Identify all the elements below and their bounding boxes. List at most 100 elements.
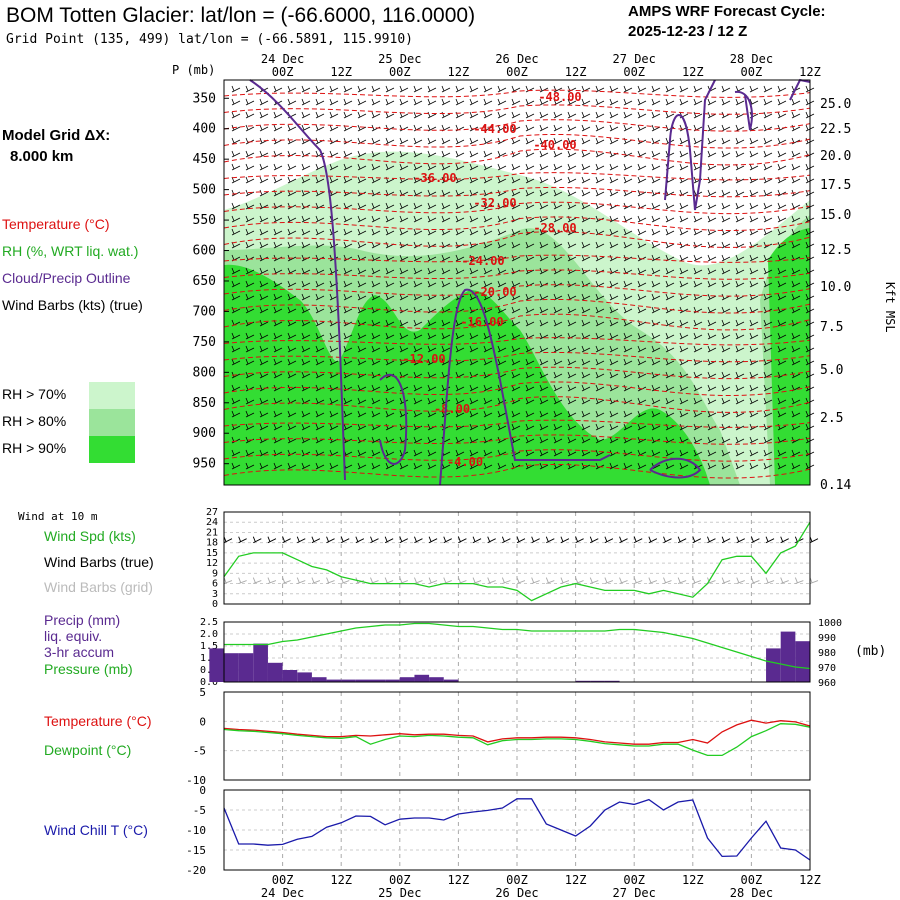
wind-barb-grid xyxy=(311,577,321,584)
wind-barb xyxy=(595,449,605,457)
wind-barb xyxy=(637,306,647,314)
wind-barb xyxy=(301,189,311,197)
wind-barb xyxy=(679,150,689,158)
wind-barb xyxy=(315,124,325,132)
wind-barb xyxy=(637,163,647,171)
wind-barb xyxy=(581,215,591,223)
wind-barb xyxy=(707,319,717,327)
wind-barb xyxy=(371,215,381,223)
wind-barb xyxy=(245,410,255,418)
bottom-time-tick: 12Z xyxy=(682,873,704,887)
wind-barb xyxy=(693,241,703,249)
wind-barb xyxy=(539,410,549,418)
wind-barb xyxy=(637,319,647,327)
wind-barb xyxy=(287,293,297,301)
wind-barb-grid xyxy=(501,577,511,584)
wind-ytick-label: 0 xyxy=(212,599,218,610)
wind-barb xyxy=(231,85,241,93)
wind-barb xyxy=(357,293,367,301)
wind-barb xyxy=(301,358,311,366)
wind-barb xyxy=(609,98,619,106)
wind-barb xyxy=(581,293,591,301)
wind-barb xyxy=(455,150,465,158)
wind-barb xyxy=(259,449,269,457)
top-time-tick: 12Z xyxy=(799,65,821,79)
wind-barb xyxy=(595,111,605,119)
temperature-contour xyxy=(223,284,811,297)
wind-barb xyxy=(385,163,395,171)
wind-barb xyxy=(679,306,689,314)
temp-ytick-label: -5 xyxy=(193,745,206,758)
wind-barb xyxy=(469,267,479,275)
wind-barb xyxy=(637,124,647,132)
precip-bar xyxy=(604,680,620,682)
temperature-contour xyxy=(223,298,811,314)
wind-barb xyxy=(511,111,521,119)
wind-barb xyxy=(483,111,493,119)
wind-barb xyxy=(567,423,577,431)
wind-barb xyxy=(735,215,745,223)
wind-barb xyxy=(231,358,241,366)
wind-barb xyxy=(287,98,297,106)
height-tick-label: 20.0 xyxy=(820,149,851,164)
wind-barb xyxy=(609,124,619,132)
wind-barb xyxy=(287,358,297,366)
temperature-contour xyxy=(223,419,811,428)
wind-barb xyxy=(385,332,395,340)
wind-barb xyxy=(707,280,717,288)
wind-barb xyxy=(497,98,507,106)
wind-barb xyxy=(721,345,731,353)
wind-barb xyxy=(735,111,745,119)
wind-barb xyxy=(581,202,591,210)
wind-barb xyxy=(567,306,577,314)
wind-barb xyxy=(693,306,703,314)
wind-barb xyxy=(287,462,297,470)
wind-barb xyxy=(497,267,507,275)
bottom-time-tick: 12Z xyxy=(799,873,821,887)
wind-barb xyxy=(301,462,311,470)
wind-barb xyxy=(413,124,423,132)
wind-barb xyxy=(287,371,297,379)
wind-barb xyxy=(399,228,409,236)
wind-barb xyxy=(609,332,619,340)
wind-barb xyxy=(567,384,577,392)
wind-barb xyxy=(777,449,787,457)
wind-barb xyxy=(651,215,661,223)
wind-barb xyxy=(357,124,367,132)
bottom-time-tick: 00Z xyxy=(741,873,763,887)
wind-barb xyxy=(315,176,325,184)
wind-barb xyxy=(259,228,269,236)
wind-barb xyxy=(637,176,647,184)
wind-barb xyxy=(637,85,647,93)
wind-barb xyxy=(567,358,577,366)
wind-barb xyxy=(357,150,367,158)
wind-barb xyxy=(259,176,269,184)
wind-barb xyxy=(343,111,353,119)
wind-barb xyxy=(231,111,241,119)
wind-barb xyxy=(511,280,521,288)
wind-barb xyxy=(595,332,605,340)
wind-barb xyxy=(651,163,661,171)
wind-barb xyxy=(595,410,605,418)
wind-barb xyxy=(427,163,437,171)
wind-barb xyxy=(721,436,731,444)
temp-panel-frame xyxy=(223,691,811,781)
cloud-outline xyxy=(789,78,811,101)
wind-barb xyxy=(791,449,801,457)
wind-barb xyxy=(483,280,493,288)
wind-barb xyxy=(665,241,675,249)
wind-barb xyxy=(315,150,325,158)
wind-barb-grid xyxy=(296,577,306,584)
wind-barb xyxy=(637,98,647,106)
wind-barb xyxy=(637,358,647,366)
wind-barb xyxy=(777,267,787,275)
wind-barb xyxy=(707,436,717,444)
wind-barb xyxy=(385,85,395,93)
wind-barb xyxy=(315,280,325,288)
wind-barb xyxy=(511,124,521,132)
wind-barb xyxy=(245,267,255,275)
temp-ytick-label: 0 xyxy=(199,715,206,728)
wind-barb xyxy=(511,319,521,327)
wind-barbs-grid-label: Wind Barbs (grid) xyxy=(44,579,153,595)
wind-barb xyxy=(455,254,465,262)
